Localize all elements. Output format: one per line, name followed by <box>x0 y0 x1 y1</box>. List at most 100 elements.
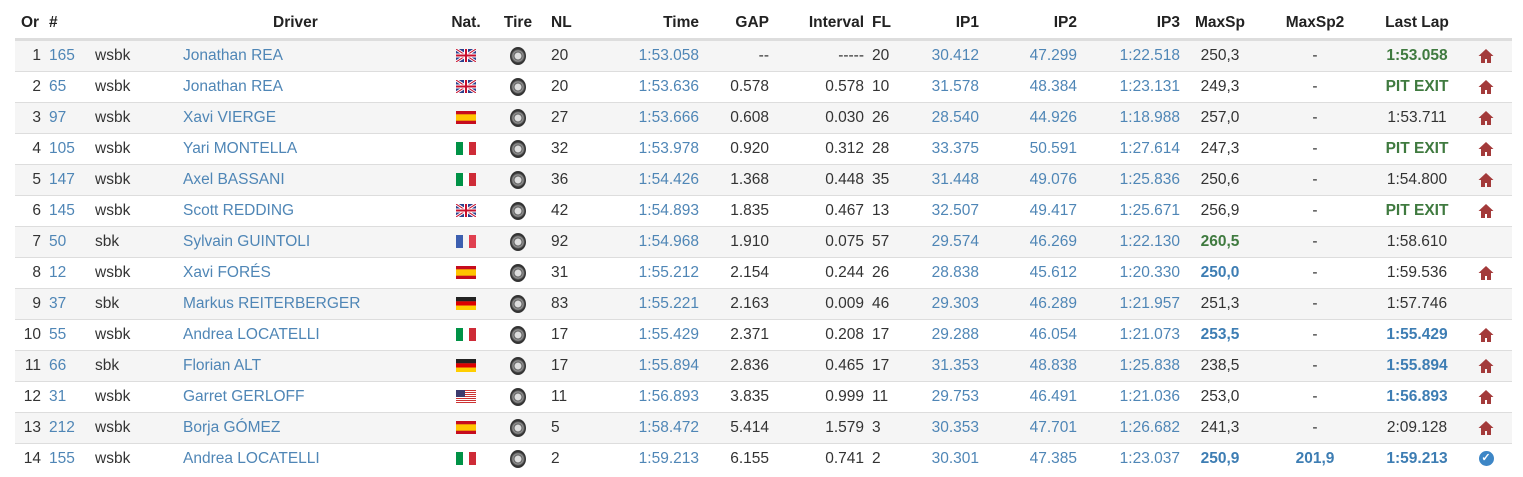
driver-name[interactable]: Yari MONTELLA <box>183 140 298 157</box>
ip2[interactable]: 45.612 <box>983 257 1081 289</box>
table-row[interactable]: 3 97 wsbk Xavi VIERGE 27 1:53.666 0.608 0.030 26… <box>15 102 1512 134</box>
table-row[interactable]: 11 66 sbk Florian ALT 17 1:55.894 2.836 0.465 17… <box>15 350 1512 382</box>
ip1[interactable]: 28.838 <box>902 257 983 289</box>
bike-number[interactable]: 50 <box>45 226 91 258</box>
ip3[interactable]: 1:27.614 <box>1081 133 1184 165</box>
ip2[interactable]: 47.701 <box>983 412 1081 444</box>
ip3[interactable]: 1:20.330 <box>1081 257 1184 289</box>
ip1[interactable]: 30.412 <box>902 39 983 72</box>
bike-number[interactable]: 105 <box>45 133 91 165</box>
ip1[interactable]: 29.303 <box>902 288 983 320</box>
driver-name[interactable]: Jonathan REA <box>183 78 283 95</box>
time[interactable]: 1:54.426 <box>589 164 703 196</box>
col-fl[interactable]: FL <box>868 8 902 41</box>
home-icon[interactable] <box>1478 264 1494 281</box>
home-icon[interactable] <box>1478 419 1494 436</box>
ip2[interactable]: 46.289 <box>983 288 1081 320</box>
ip3[interactable]: 1:21.957 <box>1081 288 1184 320</box>
driver-name[interactable]: Jonathan REA <box>183 47 283 64</box>
bike-number[interactable]: 65 <box>45 71 91 103</box>
table-row[interactable]: 9 37 sbk Markus REITERBERGER 83 1:55.221 2.163… <box>15 288 1512 320</box>
ip1[interactable]: 29.753 <box>902 381 983 413</box>
bike-number[interactable]: 55 <box>45 319 91 351</box>
ip1[interactable]: 32.507 <box>902 195 983 227</box>
ip2[interactable]: 48.384 <box>983 71 1081 103</box>
table-row[interactable]: 10 55 wsbk Andrea LOCATELLI 17 1:55.429 2.371 0… <box>15 319 1512 351</box>
bike-number[interactable]: 147 <box>45 164 91 196</box>
col-maxsp2[interactable]: MaxSp2 <box>1256 8 1374 41</box>
driver-name[interactable]: Andrea LOCATELLI <box>183 450 320 467</box>
table-row[interactable]: 8 12 wsbk Xavi FORÉS 31 1:55.212 2.154 0.244 26 2… <box>15 257 1512 289</box>
ip3[interactable]: 1:25.838 <box>1081 350 1184 382</box>
col-maxsp[interactable]: MaxSp <box>1184 8 1256 41</box>
col-interval[interactable]: Interval <box>773 8 868 41</box>
table-row[interactable]: 12 31 wsbk Garret GERLOFF 11 1:56.893 3.835 0.9… <box>15 381 1512 413</box>
driver-name[interactable]: Andrea LOCATELLI <box>183 326 320 343</box>
ip1[interactable]: 30.301 <box>902 443 983 474</box>
ip2[interactable]: 46.269 <box>983 226 1081 258</box>
col-or[interactable]: Or <box>15 8 45 41</box>
check-circle-icon[interactable]: ✓ <box>1478 451 1494 467</box>
home-icon[interactable] <box>1478 47 1494 64</box>
col-time[interactable]: Time <box>589 8 703 41</box>
bike-number[interactable]: 97 <box>45 102 91 134</box>
driver-name[interactable]: Xavi VIERGE <box>183 109 277 126</box>
home-icon[interactable] <box>1478 388 1494 405</box>
driver-name[interactable]: Markus REITERBERGER <box>183 295 361 312</box>
table-row[interactable]: 4 105 wsbk Yari MONTELLA 32 1:53.978 0.920 0.31… <box>15 133 1512 165</box>
bike-number[interactable]: 12 <box>45 257 91 289</box>
ip3[interactable]: 1:25.836 <box>1081 164 1184 196</box>
time[interactable]: 1:53.058 <box>589 39 703 72</box>
ip2[interactable]: 49.417 <box>983 195 1081 227</box>
table-row[interactable]: 7 50 sbk Sylvain GUINTOLI 92 1:54.968 1.910 0.0… <box>15 226 1512 258</box>
ip2[interactable]: 49.076 <box>983 164 1081 196</box>
ip3[interactable]: 1:26.682 <box>1081 412 1184 444</box>
driver-name[interactable]: Sylvain GUINTOLI <box>183 233 311 250</box>
col-lastlap[interactable]: Last Lap <box>1374 8 1460 41</box>
table-row[interactable]: 14 155 wsbk Andrea LOCATELLI 2 1:59.213 6.155 0… <box>15 443 1512 474</box>
ip1[interactable]: 29.288 <box>902 319 983 351</box>
time[interactable]: 1:53.978 <box>589 133 703 165</box>
table-row[interactable]: 6 145 wsbk Scott REDDING 42 1:54.893 1.835 0.46… <box>15 195 1512 227</box>
ip3[interactable]: 1:25.671 <box>1081 195 1184 227</box>
home-icon[interactable] <box>1478 109 1494 126</box>
col-driver[interactable]: Driver <box>153 8 443 41</box>
table-row[interactable]: 1 165 wsbk Jonathan REA 20 1:53.058 -- ----- 20 3… <box>15 39 1512 72</box>
ip3[interactable]: 1:23.131 <box>1081 71 1184 103</box>
bike-number[interactable]: 212 <box>45 412 91 444</box>
ip1[interactable]: 31.448 <box>902 164 983 196</box>
driver-name[interactable]: Scott REDDING <box>183 202 295 219</box>
home-icon[interactable] <box>1478 202 1494 219</box>
time[interactable]: 1:53.636 <box>589 71 703 103</box>
table-row[interactable]: 5 147 wsbk Axel BASSANI 36 1:54.426 1.368 0.448… <box>15 164 1512 196</box>
time[interactable]: 1:55.429 <box>589 319 703 351</box>
bike-number[interactable]: 66 <box>45 350 91 382</box>
bike-number[interactable]: 165 <box>45 39 91 72</box>
col-ip2[interactable]: IP2 <box>983 8 1081 41</box>
driver-name[interactable]: Borja GÓMEZ <box>183 419 281 436</box>
col-gap[interactable]: GAP <box>703 8 773 41</box>
ip2[interactable]: 46.054 <box>983 319 1081 351</box>
ip3[interactable]: 1:22.518 <box>1081 39 1184 72</box>
ip1[interactable]: 33.375 <box>902 133 983 165</box>
ip3[interactable]: 1:21.036 <box>1081 381 1184 413</box>
ip2[interactable]: 46.491 <box>983 381 1081 413</box>
time[interactable]: 1:54.968 <box>589 226 703 258</box>
ip2[interactable]: 50.591 <box>983 133 1081 165</box>
col-tire[interactable]: Tire <box>489 8 547 41</box>
col-nl[interactable]: NL <box>547 8 589 41</box>
ip3[interactable]: 1:22.130 <box>1081 226 1184 258</box>
ip3[interactable]: 1:21.073 <box>1081 319 1184 351</box>
ip3[interactable]: 1:23.037 <box>1081 443 1184 474</box>
time[interactable]: 1:53.666 <box>589 102 703 134</box>
ip3[interactable]: 1:18.988 <box>1081 102 1184 134</box>
ip1[interactable]: 29.574 <box>902 226 983 258</box>
col-ip3[interactable]: IP3 <box>1081 8 1184 41</box>
table-row[interactable]: 13 212 wsbk Borja GÓMEZ 5 1:58.472 5.414 1.579 3… <box>15 412 1512 444</box>
col-nat[interactable]: Nat. <box>443 8 489 41</box>
ip1[interactable]: 28.540 <box>902 102 983 134</box>
time[interactable]: 1:55.894 <box>589 350 703 382</box>
home-icon[interactable] <box>1478 326 1494 343</box>
home-icon[interactable] <box>1478 357 1494 374</box>
time[interactable]: 1:55.221 <box>589 288 703 320</box>
